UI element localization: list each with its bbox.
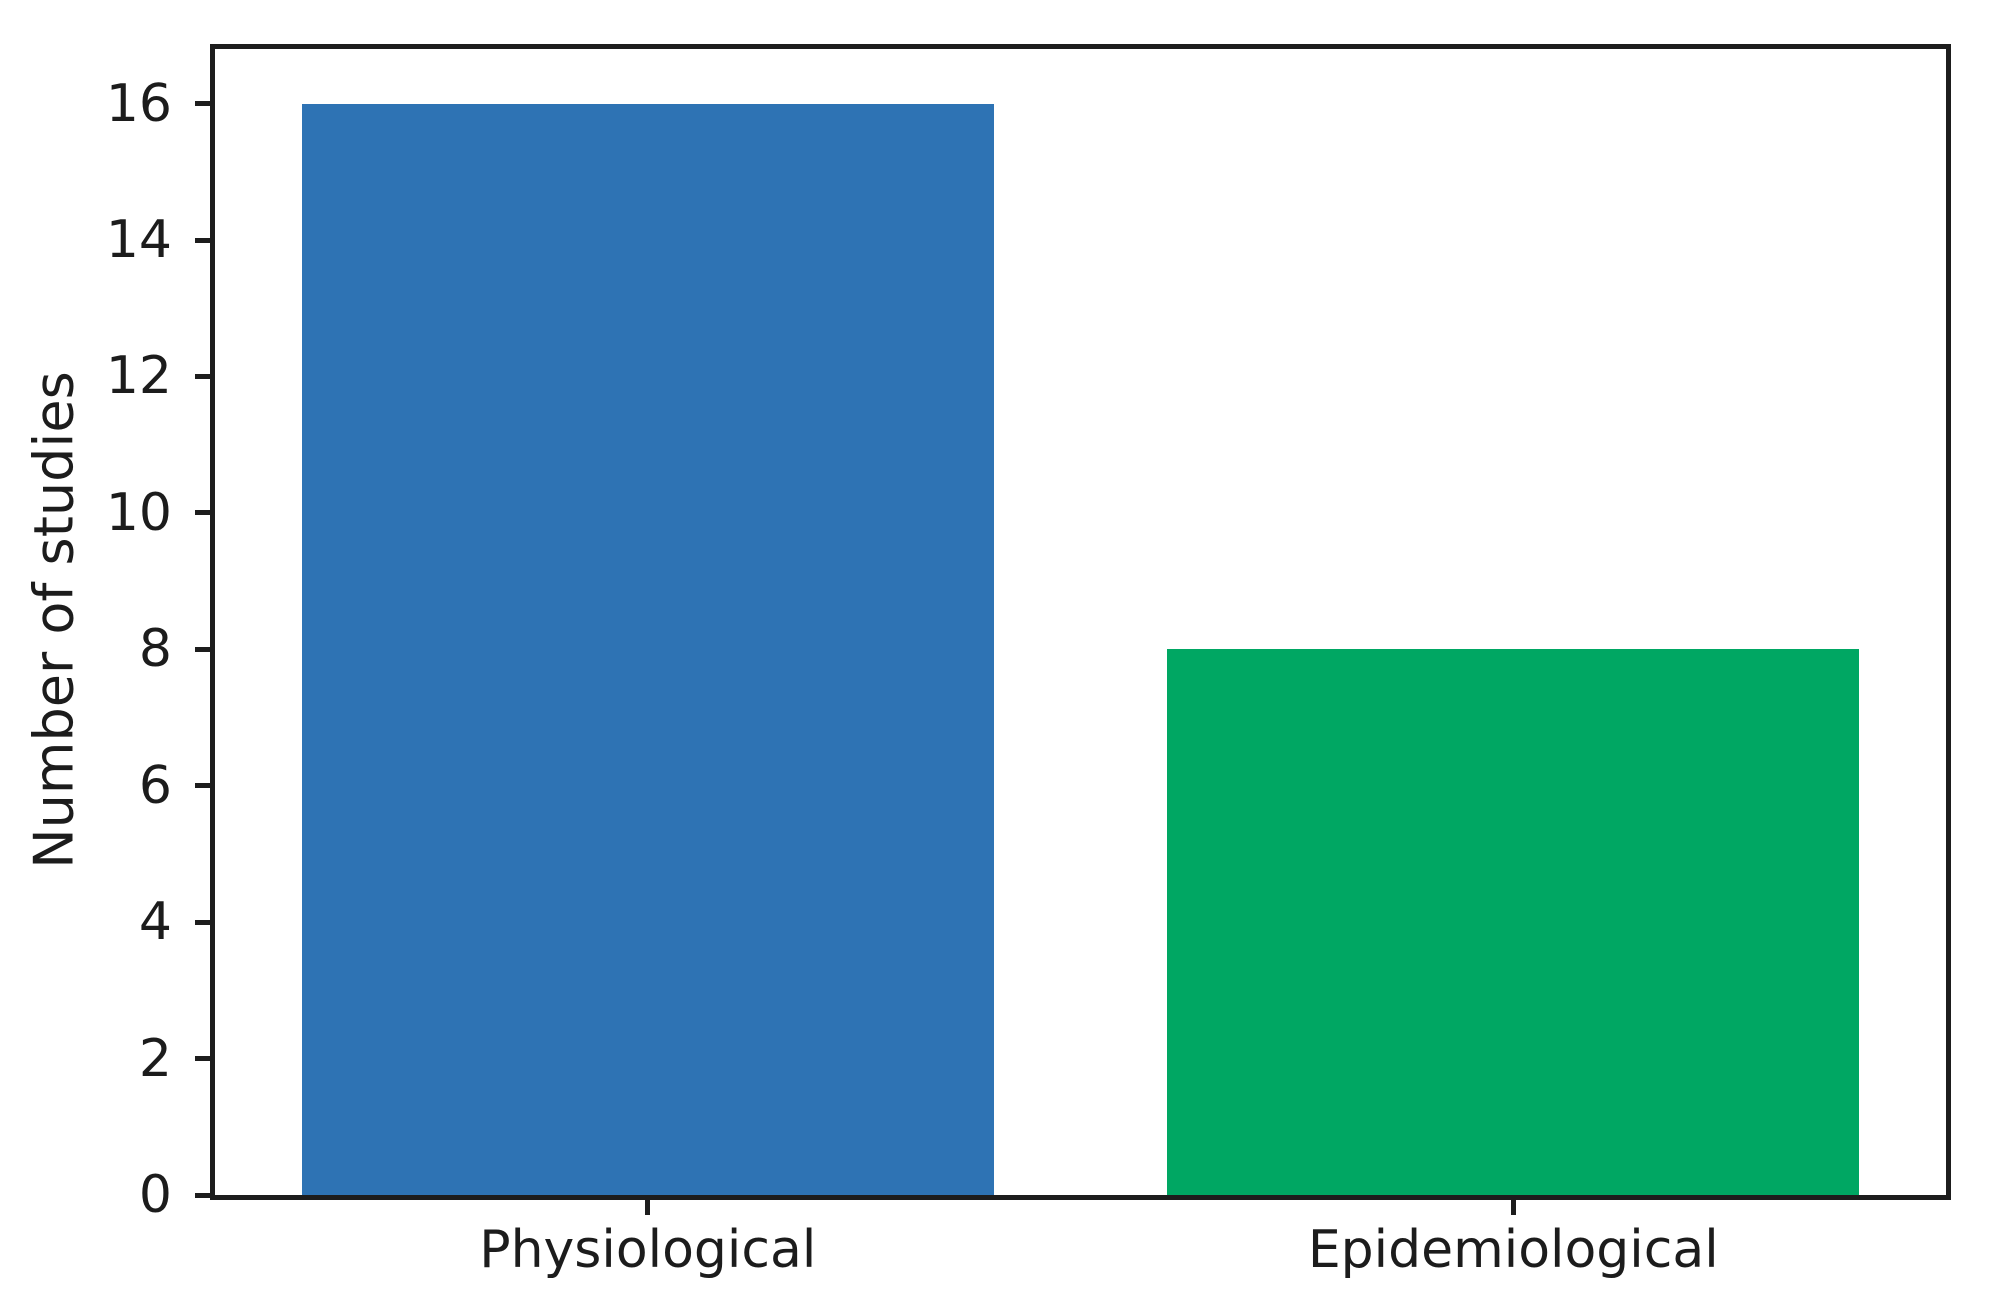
y-tick-label: 16 [105,73,172,134]
y-tick-label: 2 [138,1028,172,1089]
y-tick-label: 6 [138,755,172,816]
x-tick-mark [1510,1195,1516,1215]
y-tick-label: 0 [138,1165,172,1225]
y-tick-label: 10 [105,482,172,543]
x-tick-label: Epidemiological [1307,1220,1719,1280]
x-tick-mark [645,1195,651,1215]
y-tick-label: 8 [138,619,172,680]
y-tick-mark [195,510,215,516]
y-tick-mark [195,101,215,107]
y-tick-mark [195,783,215,789]
y-tick-mark [195,237,215,243]
y-tick-label: 4 [138,892,172,953]
y-tick-mark [195,373,215,379]
y-tick-mark [195,646,215,652]
x-tick-label: Physiological [479,1220,817,1280]
plot-area [210,44,1951,1200]
bar-epidemiological [1167,649,1860,1195]
y-tick-label: 14 [105,210,172,270]
y-axis-label: Number of studies [22,371,86,869]
y-tick-mark [195,1192,215,1198]
bar-physiological [301,103,994,1195]
y-tick-label: 12 [105,346,172,407]
y-tick-mark [195,919,215,925]
y-tick-mark [195,1056,215,1062]
